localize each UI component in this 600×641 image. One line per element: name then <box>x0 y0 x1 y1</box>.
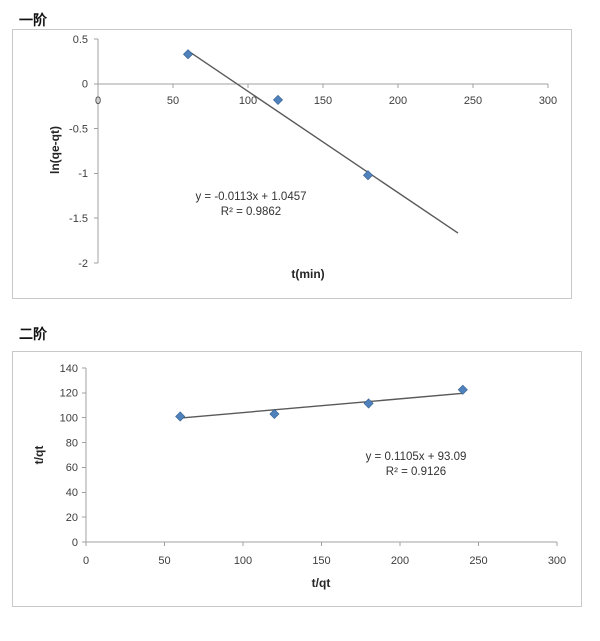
chart2-trendline-annotation: y = 0.1105x + 93.09 R² = 0.9126 <box>366 450 467 479</box>
chart1-x-axis-title: t(min) <box>291 267 325 281</box>
second-order-chart-frame[interactable] <box>12 351 582 607</box>
chart1-trendline-annotation: y = -0.0113x + 1.0457 R² = 0.9862 <box>195 190 306 219</box>
chart2-r-squared-label: R² = 0.9126 <box>385 465 447 478</box>
chart2-y-axis-title: t/qt <box>32 445 46 465</box>
chart1-y-axis-title: ln(qe-qt) <box>48 126 62 174</box>
section-label-first-order: 一阶 <box>19 12 47 28</box>
section-label-second-order: 二阶 <box>19 326 47 342</box>
chart2-equation-label: y = 0.1105x + 93.09 <box>365 451 467 463</box>
chart2-x-axis-title: t/qt <box>311 576 331 590</box>
first-order-chart-frame[interactable] <box>12 29 572 299</box>
chart1-equation-label: y = -0.0113x + 1.0457 <box>195 191 307 203</box>
chart1-r-squared-label: R² = 0.9862 <box>220 205 282 218</box>
